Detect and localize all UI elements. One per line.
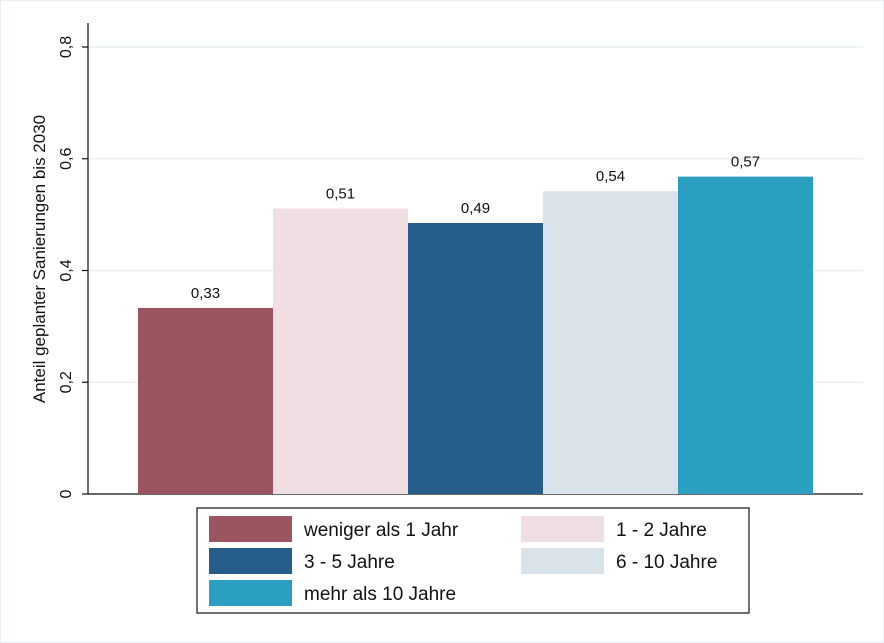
value-labels: 0,33 0,51 0,49 0,54 0,57 bbox=[191, 154, 760, 302]
y-tick-label: 0,4 bbox=[58, 259, 75, 281]
y-tick-label: 0,6 bbox=[58, 148, 75, 170]
bar bbox=[543, 191, 678, 494]
y-tick-label: 0,2 bbox=[58, 371, 75, 393]
bar-value-label: 0,33 bbox=[191, 285, 220, 302]
legend-swatch bbox=[209, 548, 292, 574]
legend-swatch bbox=[521, 548, 604, 574]
legend-swatch bbox=[209, 580, 292, 606]
y-axis-title: Anteil geplanter Sanierungen bis 2030 bbox=[30, 115, 49, 403]
legend-label: weniger als 1 Jahr bbox=[303, 520, 459, 541]
y-axis-ticks: 0 0,2 0,4 0,6 0,8 bbox=[58, 36, 88, 498]
bar-value-label: 0,57 bbox=[731, 154, 760, 171]
legend-label: 6 - 10 Jahre bbox=[616, 552, 717, 573]
legend: weniger als 1 Jahr 1 - 2 Jahre 3 - 5 Jahre… bbox=[196, 507, 750, 614]
legend-swatch bbox=[209, 516, 292, 542]
y-tick-label: 0 bbox=[58, 489, 75, 498]
legend-label: mehr als 10 Jahre bbox=[304, 584, 456, 605]
bar-value-label: 0,54 bbox=[596, 168, 625, 185]
bars bbox=[138, 176, 813, 494]
bar bbox=[138, 307, 273, 494]
y-tick-label: 0,8 bbox=[58, 36, 75, 58]
legend-label: 3 - 5 Jahre bbox=[304, 552, 395, 573]
legend-label: 1 - 2 Jahre bbox=[616, 520, 707, 541]
bar bbox=[408, 223, 543, 494]
bar-value-label: 0,51 bbox=[326, 185, 355, 202]
bar bbox=[273, 208, 408, 494]
bar bbox=[678, 176, 813, 494]
bar-value-label: 0,49 bbox=[461, 200, 490, 217]
legend-swatch bbox=[521, 516, 604, 542]
